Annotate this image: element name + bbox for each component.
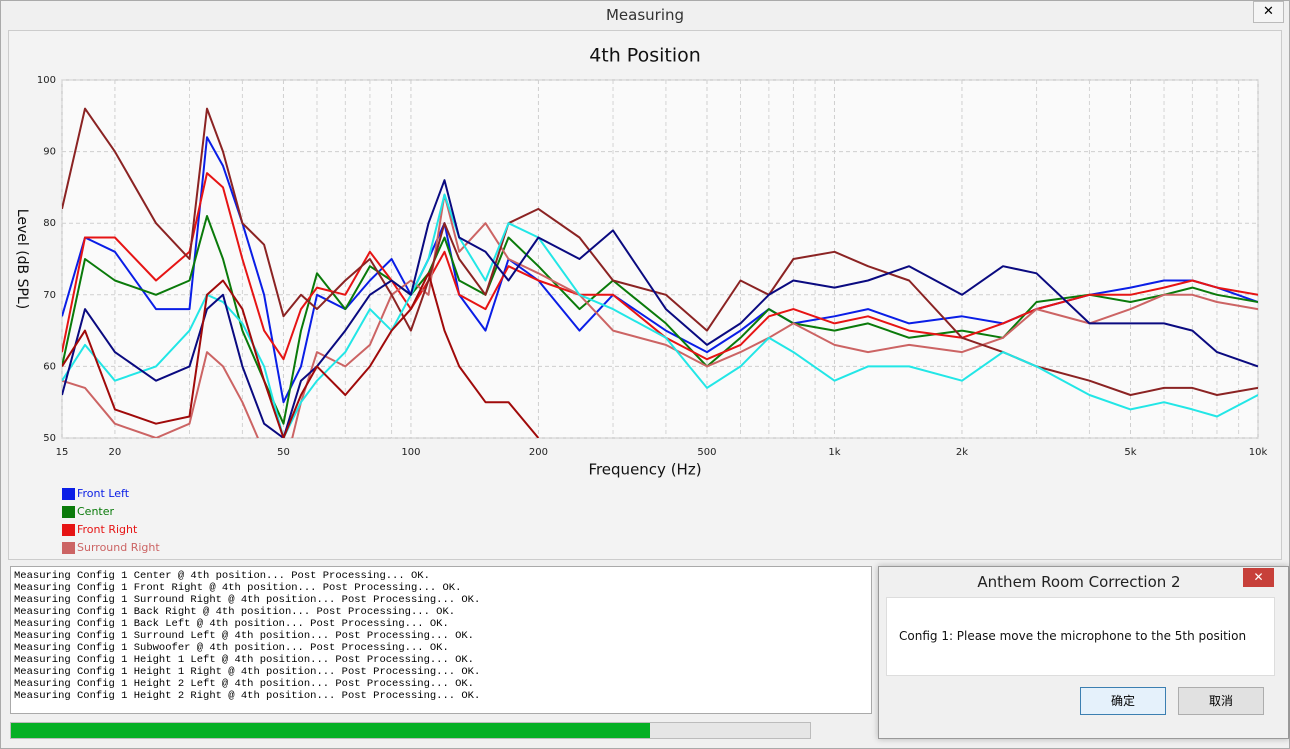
y-tick-label: 70	[43, 290, 56, 301]
series-line	[62, 215, 1258, 425]
cancel-button[interactable]: 取消	[1178, 687, 1264, 715]
dialog-title: Anthem Room Correction 2	[977, 573, 1181, 591]
x-tick-label: 20	[109, 447, 122, 458]
legend-label: Surround Right	[77, 541, 160, 554]
x-tick-label: 2k	[956, 447, 968, 458]
x-tick-label: 1k	[828, 447, 840, 458]
log-line: Measuring Config 1 Height 2 Right @ 4th …	[14, 690, 481, 702]
y-tick-label: 60	[43, 361, 56, 372]
chart: 4th Position Frequency (Hz) Level (dB SP…	[8, 30, 1282, 560]
dialog-close[interactable]: ✕	[1243, 568, 1274, 587]
log-line: Measuring Config 1 Subwoofer @ 4th posit…	[14, 642, 449, 654]
legend-label: Center	[77, 505, 115, 518]
dialog-body: Config 1: Please move the microphone to …	[886, 597, 1275, 676]
log-line: Measuring Config 1 Surround Right @ 4th …	[14, 594, 481, 606]
series-line	[62, 172, 1258, 361]
x-tick-label: 15	[56, 447, 69, 458]
x-tick-label: 100	[401, 447, 420, 458]
series-line	[62, 272, 540, 438]
progress-fill	[11, 723, 651, 738]
window-title: Measuring	[605, 6, 685, 24]
progress-bar	[10, 722, 811, 739]
log-line: Measuring Config 1 Surround Left @ 4th p…	[14, 630, 474, 642]
log-line: Measuring Config 1 Height 1 Left @ 4th p…	[14, 654, 474, 666]
series-line	[62, 193, 1258, 438]
x-tick-label: 10k	[1249, 447, 1268, 458]
log-line: Measuring Config 1 Back Left @ 4th posit…	[14, 618, 449, 630]
series-line	[62, 193, 1258, 438]
y-tick-label: 80	[43, 218, 56, 229]
series-group	[62, 107, 1258, 438]
y-tick-label: 90	[43, 147, 56, 158]
ok-button[interactable]: 确定	[1080, 687, 1166, 715]
log-box: Measuring Config 1 Center @ 4th position…	[10, 566, 872, 714]
x-tick-label: 500	[697, 447, 716, 458]
log-line: Measuring Config 1 Height 2 Left @ 4th p…	[14, 678, 474, 690]
series-line	[62, 179, 1258, 438]
log-line: Measuring Config 1 Height 1 Right @ 4th …	[14, 666, 481, 678]
x-axis-label: Frequency (Hz)	[588, 461, 701, 479]
legend-swatch	[62, 524, 75, 536]
log-line: Measuring Config 1 Back Right @ 4th posi…	[14, 606, 456, 618]
x-tick-label: 200	[529, 447, 548, 458]
log-line: Measuring Config 1 Center @ 4th position…	[14, 570, 430, 582]
legend-label: Front Right	[77, 523, 138, 536]
legend-swatch	[62, 506, 75, 518]
dialog-message: Config 1: Please move the microphone to …	[899, 629, 1247, 643]
close-button[interactable]: ✕	[1253, 1, 1284, 23]
legend-label: Front Left	[77, 487, 130, 500]
legend-swatch	[62, 542, 75, 554]
y-axis-label: Level (dB SPL)	[14, 209, 30, 309]
x-tick-label: 50	[277, 447, 290, 458]
log-line: Measuring Config 1 Front Right @ 4th pos…	[14, 582, 462, 594]
chart-title: 4th Position	[589, 45, 701, 67]
y-tick-label: 100	[37, 75, 56, 86]
y-tick-label: 50	[43, 433, 56, 444]
dialog: Anthem Room Correction 2 ✕ Config 1: Ple…	[878, 566, 1289, 739]
legend-swatch	[62, 488, 75, 500]
x-tick-label: 5k	[1124, 447, 1136, 458]
